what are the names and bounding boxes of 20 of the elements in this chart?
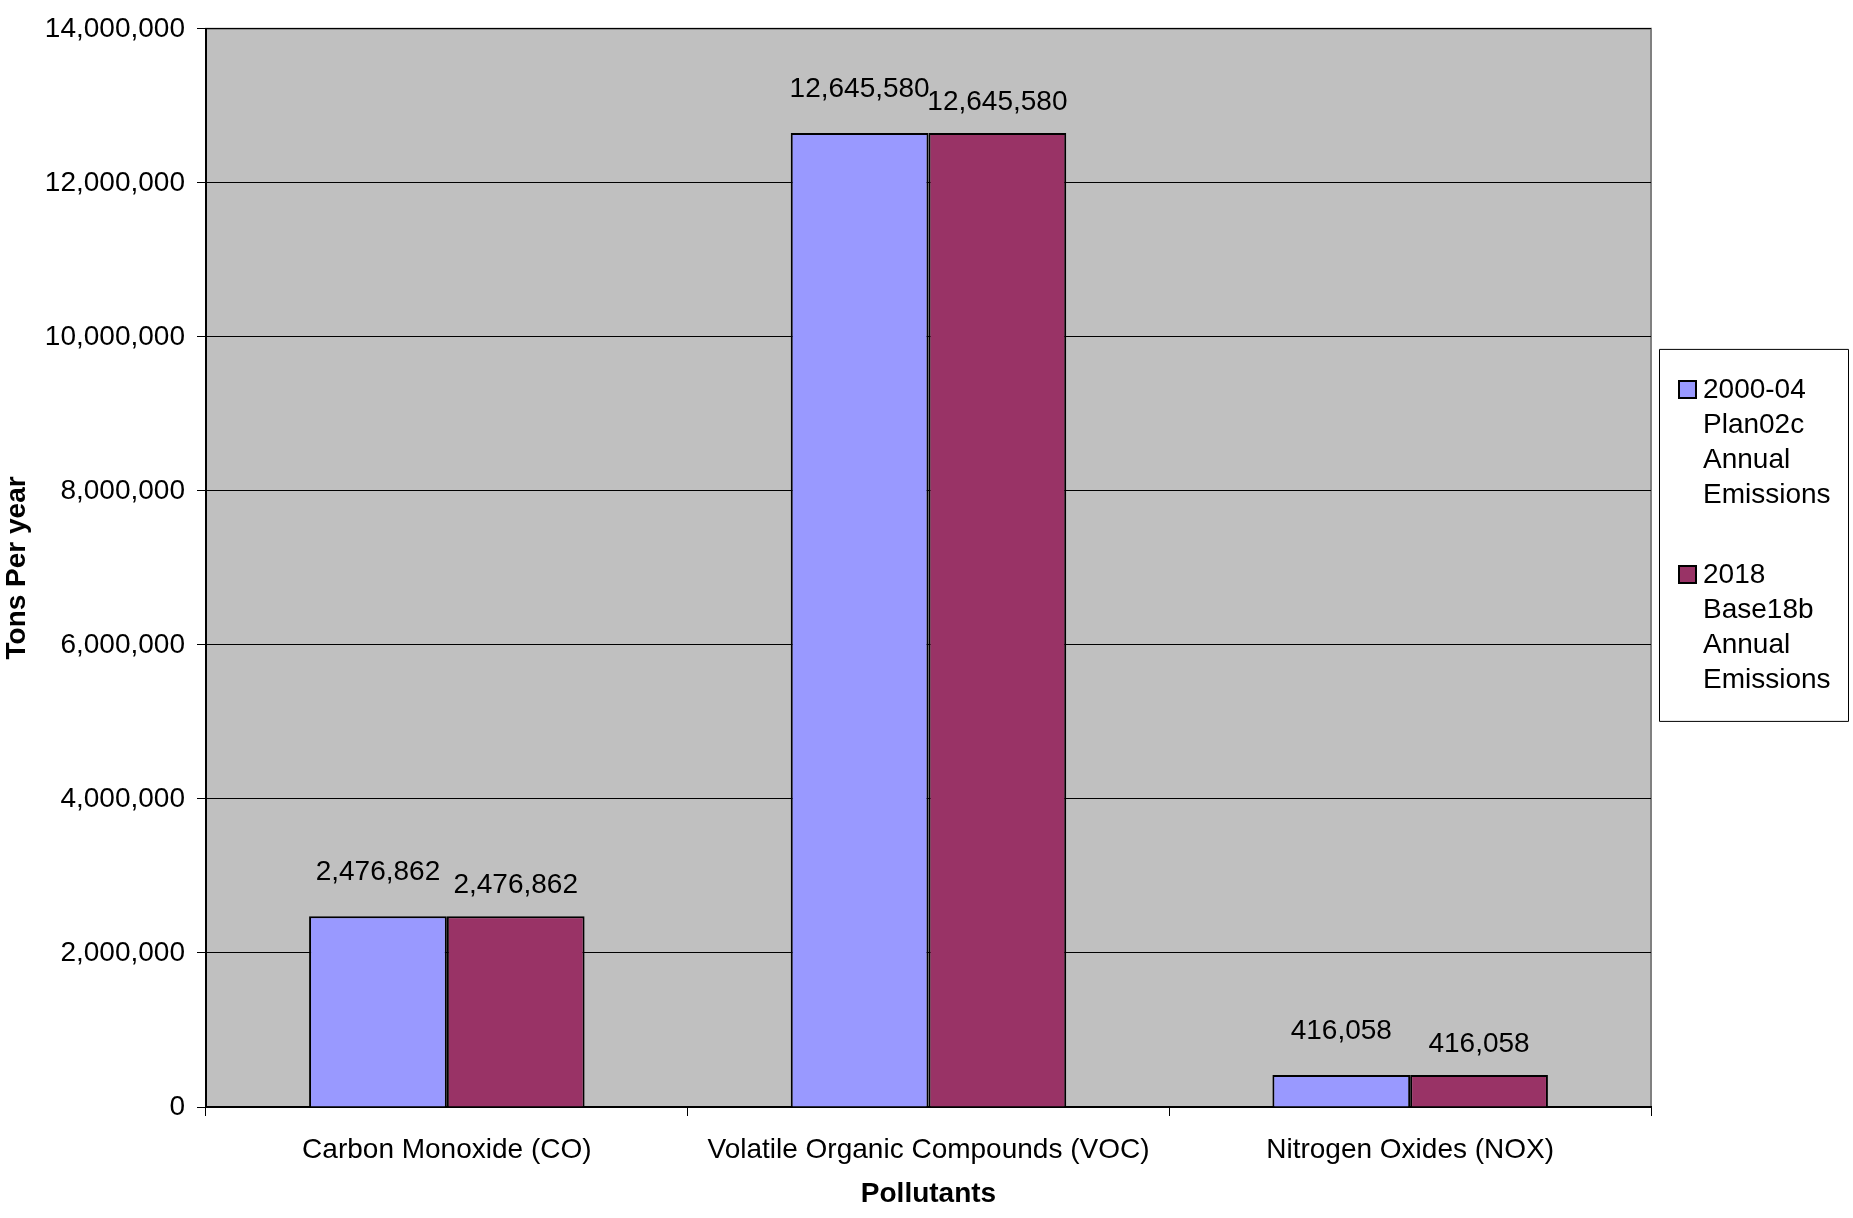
y-tick-label: 4,000,000	[60, 781, 185, 813]
x-tick-label: Carbon Monoxide (CO)	[302, 1132, 592, 1164]
y-tick-label: 12,000,000	[44, 165, 185, 197]
legend-label: 2000-04 Plan02c Annual Emissions	[1703, 372, 1831, 509]
y-tick-label: 14,000,000	[44, 11, 185, 43]
y-tick-label: 8,000,000	[60, 473, 185, 505]
data-label: 2,476,862	[453, 867, 578, 899]
data-label: 2,476,862	[315, 854, 441, 886]
legend-label: 2018 Base18b Annual Emissions	[1703, 557, 1831, 694]
x-tick-label: Volatile Organic Compounds (VOC)	[707, 1132, 1150, 1164]
y-tick-label: 2,000,000	[60, 935, 185, 967]
data-label: 12,645,580	[789, 71, 930, 103]
y-tick-label: 6,000,000	[60, 627, 185, 659]
data-label: 416,058	[1428, 1026, 1530, 1058]
x-tick-label: Nitrogen Oxides (NOX)	[1266, 1132, 1555, 1164]
x-axis-title: Pollutants	[860, 1176, 997, 1208]
data-label: 416,058	[1290, 1013, 1392, 1045]
y-tick-label: 0	[169, 1089, 185, 1121]
y-axis-title: Tons Per year	[0, 476, 31, 660]
y-tick-label: 10,000,000	[44, 319, 185, 351]
